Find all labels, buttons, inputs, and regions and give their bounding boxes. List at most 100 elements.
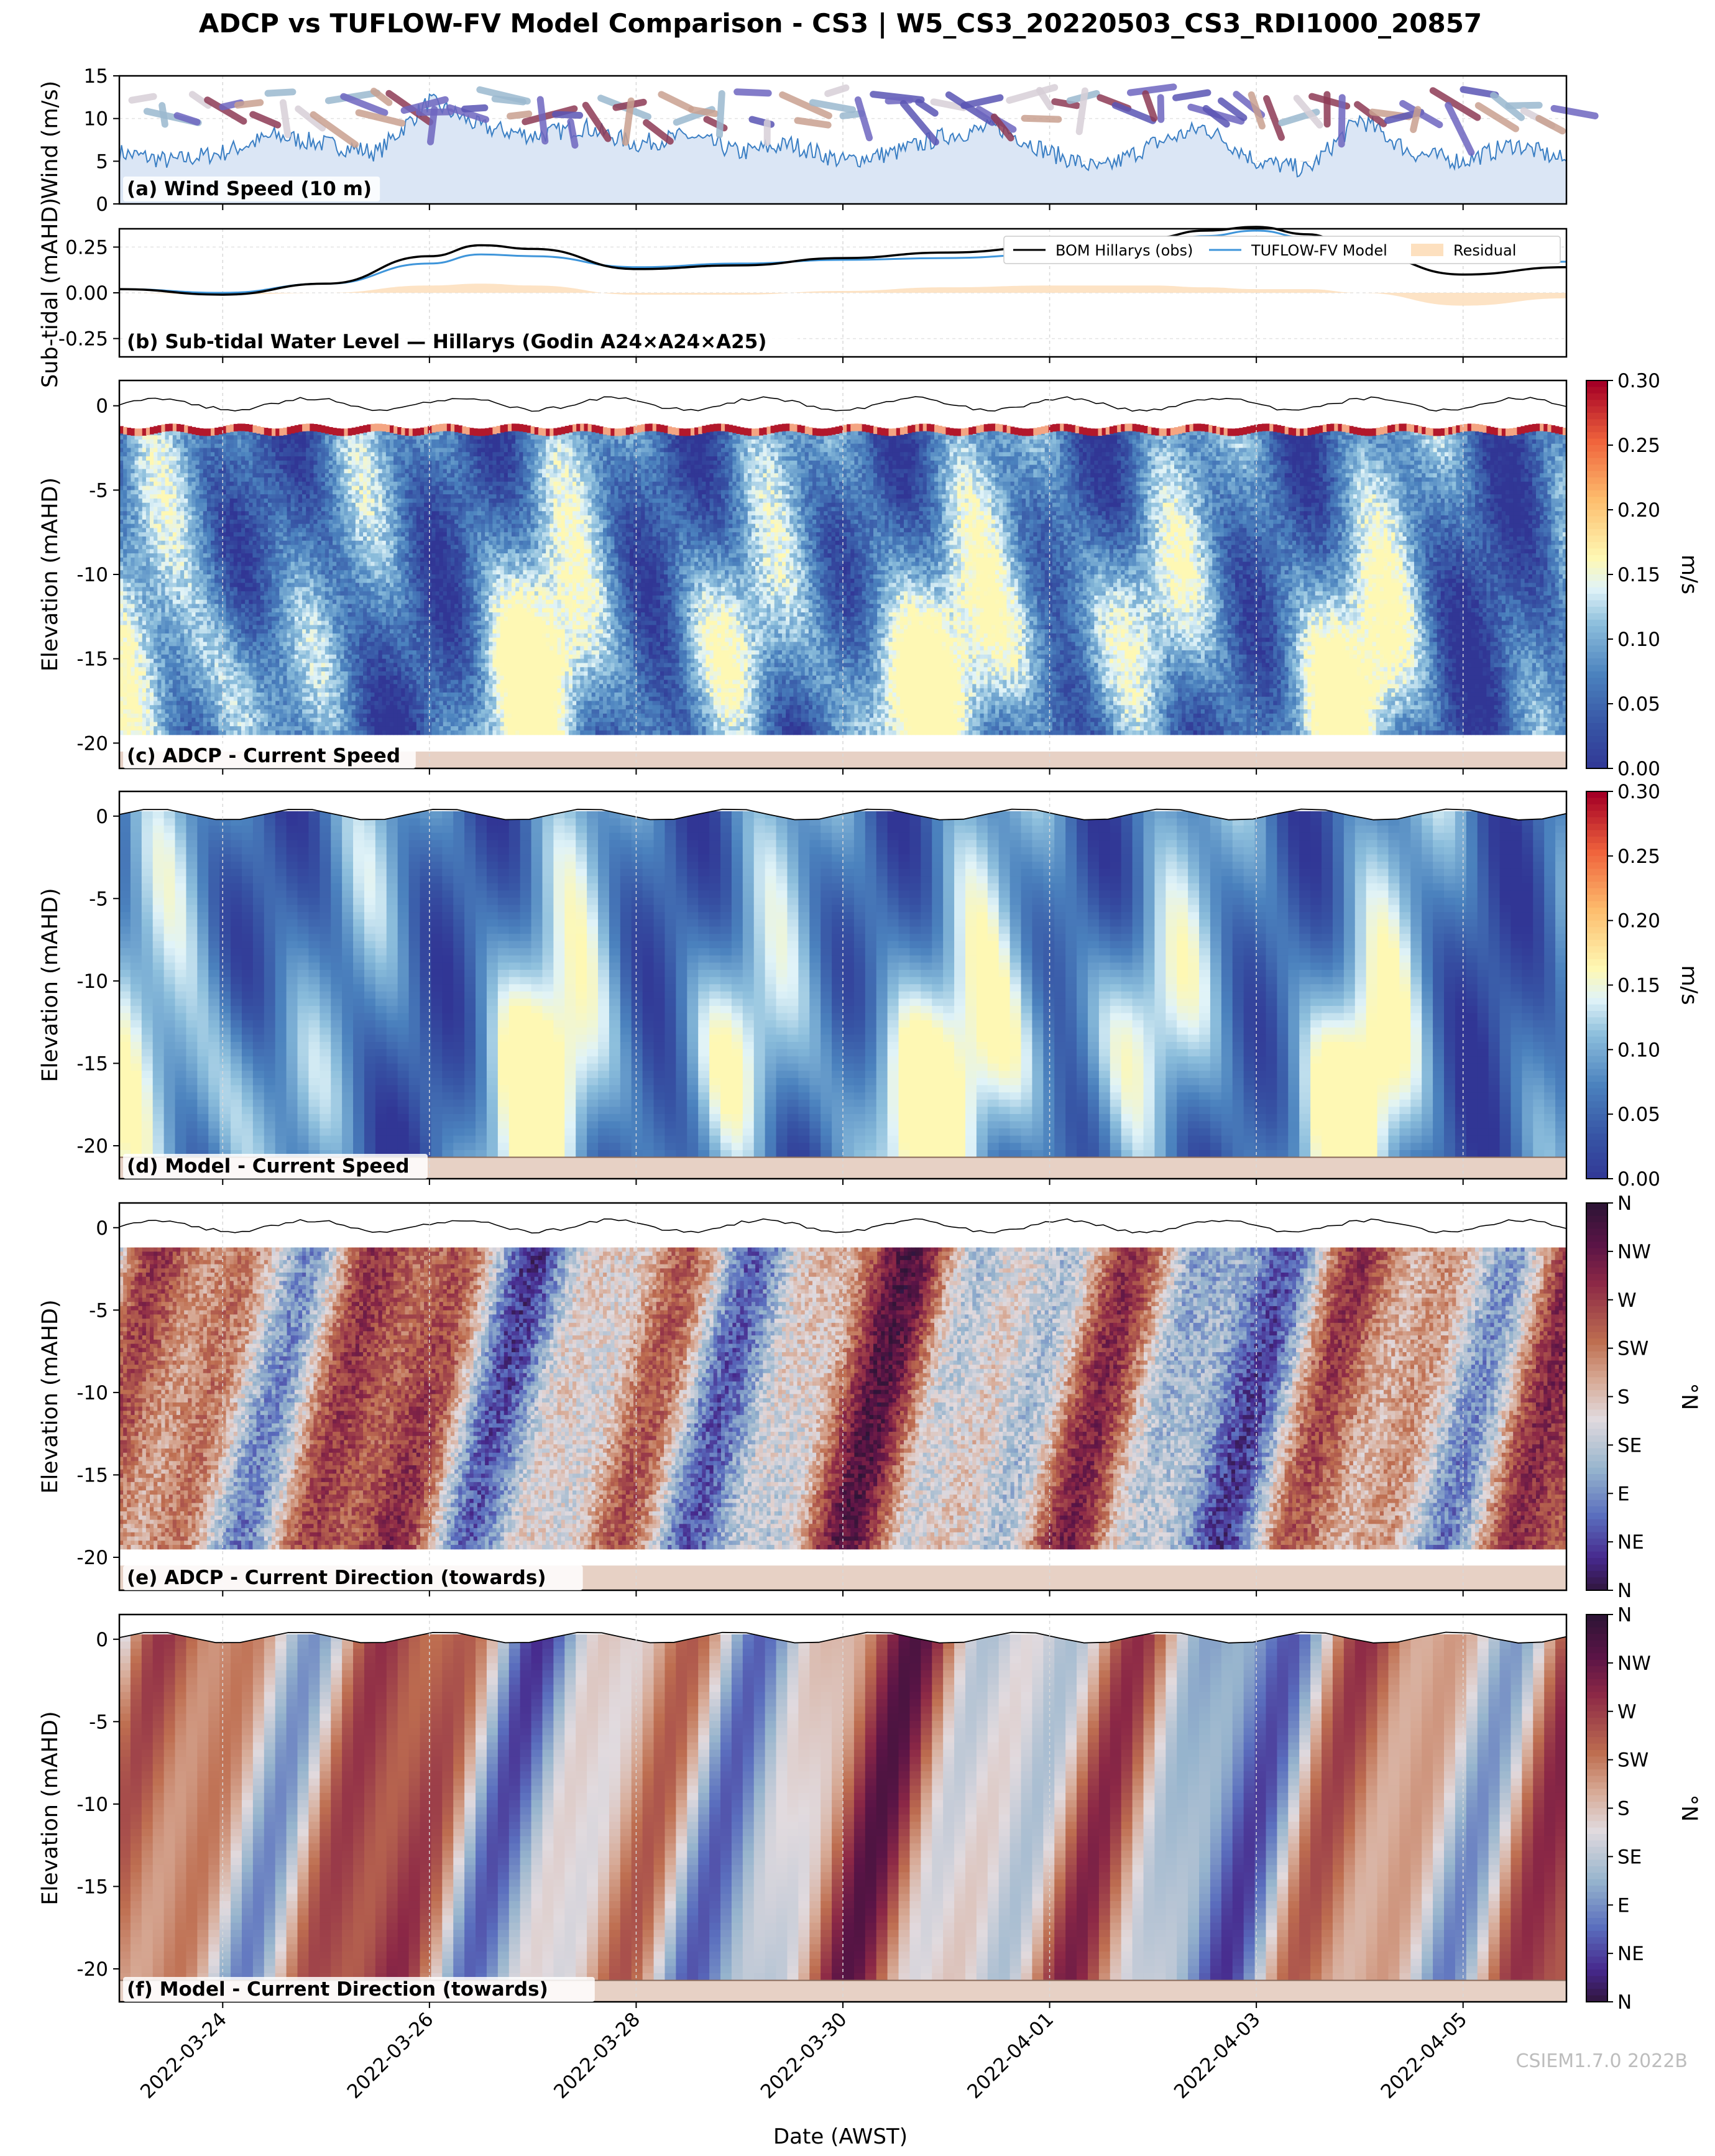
- heatmap-cell: [207, 726, 211, 730]
- heatmap-cell: [146, 697, 150, 701]
- heatmap-cell: [211, 655, 215, 659]
- heatmap-cell: [123, 722, 127, 726]
- heatmap-cell: [127, 697, 131, 701]
- heatmap-cell: [139, 612, 143, 617]
- heatmap-cell: [169, 503, 173, 507]
- heatmap-cell: [142, 718, 147, 722]
- heatmap-cell: [154, 562, 158, 566]
- heatmap-cell: [211, 709, 215, 714]
- heatmap-cell: [211, 659, 215, 663]
- heatmap-cell: [123, 629, 127, 633]
- heatmap-cell: [184, 667, 188, 671]
- heatmap-cell: [188, 604, 192, 608]
- heatmap-cell: [123, 435, 127, 440]
- heatmap-cell: [150, 722, 154, 726]
- heatmap-cell: [150, 638, 154, 642]
- heatmap-cell: [218, 482, 223, 486]
- heatmap-cell: [180, 499, 185, 503]
- heatmap-cell: [218, 511, 223, 515]
- heatmap-cell: [150, 709, 154, 714]
- heatmap-cell: [150, 633, 154, 638]
- heatmap-cell: [207, 642, 211, 647]
- heatmap-cell: [180, 612, 185, 617]
- heatmap-cell: [150, 659, 154, 663]
- heatmap-cell: [191, 541, 196, 545]
- heatmap-cell: [196, 482, 200, 486]
- heatmap-cell: [142, 617, 147, 621]
- heatmap-cell: [157, 667, 162, 671]
- heatmap-cell: [161, 655, 165, 659]
- heatmap-cell: [150, 532, 154, 537]
- heatmap-cell: [131, 444, 135, 448]
- heatmap-cell: [218, 579, 223, 583]
- heatmap-cell: [180, 515, 185, 520]
- heatmap-cell: [146, 515, 150, 520]
- heatmap-cell: [165, 600, 170, 604]
- heatmap-cell: [157, 591, 162, 596]
- panel-label-a: (a) Wind Speed (10 m): [127, 178, 372, 200]
- heatmap-cell: [180, 583, 185, 587]
- heatmap-cell: [214, 494, 219, 499]
- heatmap-cell: [191, 545, 196, 550]
- heatmap-cell: [196, 579, 200, 583]
- heatmap-cell: [135, 444, 139, 448]
- heatmap-cell: [191, 617, 196, 621]
- heatmap-cell: [188, 705, 192, 709]
- heatmap-cell: [191, 490, 196, 494]
- heatmap-cell: [207, 528, 211, 532]
- heatmap-cell: [177, 608, 181, 612]
- heatmap-cell: [154, 667, 158, 671]
- heatmap-cell: [157, 684, 162, 688]
- heatmap-cell: [139, 524, 143, 528]
- heatmap-cell: [214, 444, 219, 448]
- heatmap-cell: [214, 633, 219, 638]
- heatmap-cell: [127, 515, 131, 520]
- heatmap-cell: [196, 448, 200, 453]
- heatmap-cell: [207, 499, 211, 503]
- heatmap-cell: [177, 714, 181, 718]
- heatmap-cell: [203, 507, 208, 511]
- heatmap-cell: [177, 655, 181, 659]
- heatmap-cell: [127, 604, 131, 608]
- heatmap-cell: [200, 465, 204, 469]
- heatmap-cell: [188, 553, 192, 558]
- heatmap-cell: [157, 541, 162, 545]
- heatmap-cell: [211, 663, 215, 667]
- heatmap-cell: [131, 465, 135, 469]
- heatmap-cell: [165, 591, 170, 596]
- heatmap-cell: [127, 494, 131, 499]
- heatmap-cell: [188, 461, 192, 465]
- heatmap-cell: [196, 600, 200, 604]
- heatmap-cell: [214, 604, 219, 608]
- heatmap-cell: [214, 617, 219, 621]
- heatmap-cell: [200, 528, 204, 532]
- heatmap-cell: [207, 591, 211, 596]
- heatmap-cell: [173, 608, 177, 612]
- heatmap-cell: [142, 612, 147, 617]
- heatmap-cell: [123, 490, 127, 494]
- heatmap-cell: [180, 621, 185, 625]
- heatmap-cell: [203, 570, 208, 574]
- heatmap-cell: [211, 511, 215, 515]
- heatmap-cell: [200, 633, 204, 638]
- heatmap-cell: [211, 600, 215, 604]
- heatmap-cell: [200, 553, 204, 558]
- y-tick-label-b: -0.25: [58, 328, 108, 351]
- heatmap-cell: [211, 596, 215, 600]
- heatmap-cell: [127, 562, 131, 566]
- heatmap-cell: [131, 676, 135, 680]
- heatmap-cell: [211, 532, 215, 537]
- heatmap-cell: [184, 524, 188, 528]
- heatmap-cell: [157, 482, 162, 486]
- heatmap-cell: [146, 545, 150, 550]
- heatmap-cell: [214, 477, 219, 482]
- heatmap-cell: [203, 452, 208, 456]
- heatmap-cell: [123, 448, 127, 453]
- heatmap-cell: [188, 596, 192, 600]
- heatmap-cell: [142, 625, 147, 629]
- heatmap-cell: [154, 528, 158, 532]
- heatmap-cell: [207, 730, 211, 735]
- heatmap-cell: [180, 591, 185, 596]
- heatmap-cell: [173, 440, 177, 444]
- heatmap-cell: [191, 461, 196, 465]
